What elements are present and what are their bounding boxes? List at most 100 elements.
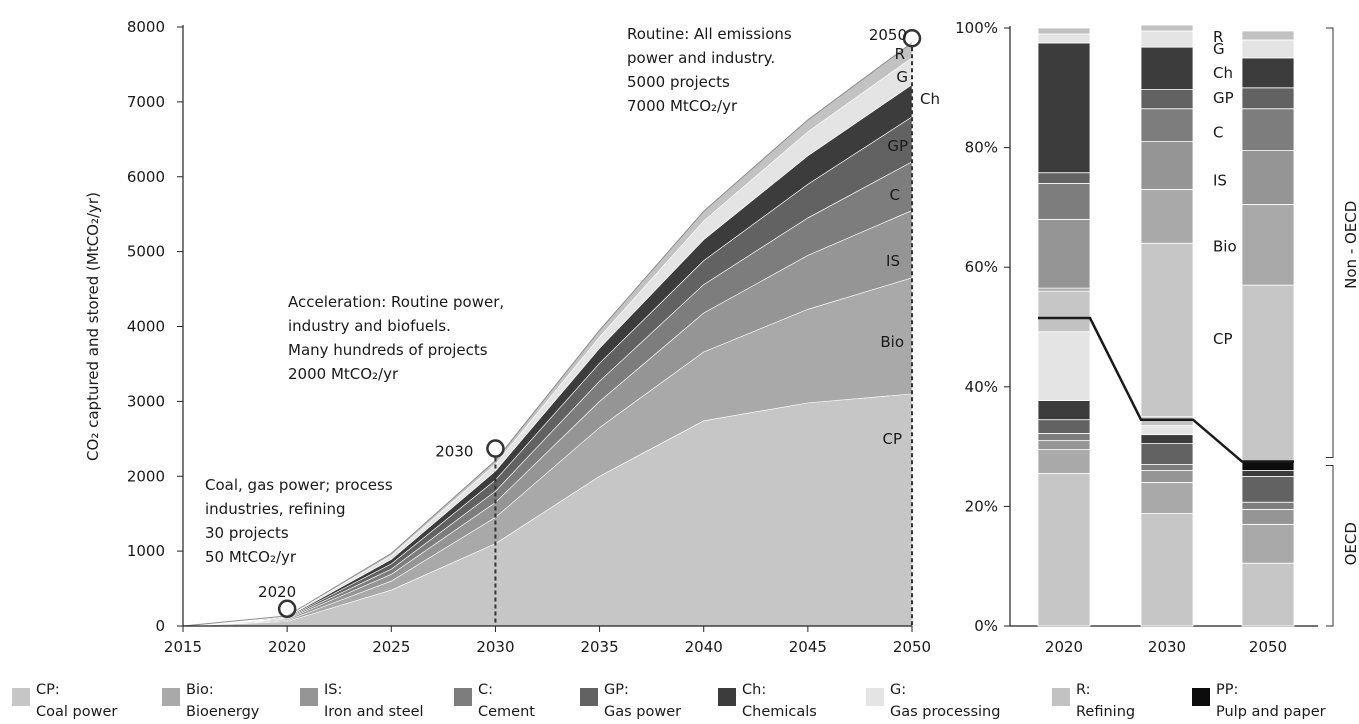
bar-segment-g [1140, 425, 1194, 436]
legend-code: C: [478, 682, 493, 698]
bar-segment-g [1241, 39, 1295, 59]
area-x-tick-label: 2035 [580, 638, 618, 656]
milestone-marker [277, 599, 297, 619]
legend-name: Chemicals [742, 704, 817, 720]
milestone-annotation-line: industries, refining [205, 500, 346, 518]
legend-code: CP: [36, 682, 60, 698]
milestone-annotation-line: 5000 projects [627, 73, 730, 91]
bar-segment-r [1037, 27, 1091, 35]
legend-code: G: [890, 682, 906, 698]
area-series-label: C [890, 186, 900, 204]
legend-swatch [1052, 688, 1070, 706]
milestone-year-label: 2020 [258, 583, 296, 601]
bar-segment-r [1241, 30, 1295, 41]
legend-name: Iron and steel [324, 704, 424, 720]
area-series-label: GP [887, 137, 908, 155]
milestone-annotation-line: 50 MtCO₂/yr [205, 548, 297, 566]
bar-segment-label: G [1213, 40, 1225, 58]
legend-swatch [300, 688, 318, 706]
legend-code: IS: [324, 682, 342, 698]
bar-segment-ch [1140, 434, 1194, 445]
legend-swatch [162, 688, 180, 706]
area-series-label: Bio [880, 333, 904, 351]
legend-name: Refining [1076, 704, 1135, 720]
bar-segment-label: GP [1213, 89, 1234, 107]
area-x-tick-label: 2015 [164, 638, 202, 656]
area-total-outline [182, 42, 913, 627]
bar-segment-pp [1241, 461, 1295, 471]
milestone-annotation-line: Many hundreds of projects [288, 341, 488, 359]
bar-segment-bio [1140, 482, 1194, 514]
legend-item: Bio: Bioenergy [162, 682, 260, 720]
bar-segment-cp [1241, 284, 1295, 462]
legend-swatch [718, 688, 736, 706]
legend-item: Ch: Chemicals [718, 682, 817, 720]
bar-segment-r [1037, 317, 1091, 333]
legend-name: Gas processing [890, 704, 1000, 720]
area-y-tick-label: 0 [155, 617, 165, 635]
bar-y-tick-label: 60% [965, 258, 998, 276]
bar-segment-is [1140, 141, 1194, 190]
milestone-year-label: 2030 [435, 443, 473, 461]
milestone-annotation: Coal, gas power; process industries, refi… [205, 476, 393, 566]
bar-segment-cp [1037, 290, 1091, 319]
legend-item: GP: Gas power [580, 682, 681, 720]
legend-swatch [1192, 688, 1210, 706]
area-y-tick-label: 3000 [127, 392, 165, 410]
bar-segment-label: IS [1213, 171, 1227, 189]
legend-item: PP: Pulp and paper [1192, 682, 1326, 720]
bar-y-tick-label: 0% [974, 617, 998, 635]
bar-segment-label: Ch [1213, 64, 1233, 82]
bar-segment-gp [1140, 443, 1194, 465]
legend-item: G: Gas processing [866, 682, 1000, 720]
bar-segment-is [1037, 440, 1091, 450]
legend: CP: Coal power Bio: Bioenergy IS: Iron and st… [12, 682, 1326, 720]
bar-x-tick-label: 2050 [1249, 638, 1287, 656]
bar-x-tick-label: 2020 [1045, 638, 1083, 656]
bar-segment-gp [1241, 476, 1295, 503]
non-oecd-label: Non - OECD [1342, 201, 1359, 289]
bar-segment-label: C [1213, 124, 1223, 142]
bar-segment-g [1037, 33, 1091, 44]
bar-segment-c [1037, 183, 1091, 220]
bar-segment-ch [1241, 470, 1295, 477]
bar-segment-bio [1241, 204, 1295, 286]
milestone-annotation-line: Acceleration: Routine power, [288, 293, 504, 311]
bar-segment-cp [1037, 473, 1091, 627]
bar-y-tick-label: 100% [955, 19, 998, 37]
legend-code: Ch: [742, 682, 766, 698]
bar-y-tick-label: 20% [965, 497, 998, 515]
legend-item: R: Refining [1052, 682, 1135, 720]
milestone-annotation-line: 2000 MtCO₂/yr [288, 365, 399, 383]
bar-segment-ch [1241, 57, 1295, 89]
legend-item: C: Cement [454, 682, 535, 720]
area-x-tick-label: 2025 [372, 638, 410, 656]
bar-segment-gp [1140, 89, 1194, 110]
area-x-tick-label: 2040 [685, 638, 723, 656]
area-y-tick-label: 7000 [127, 93, 165, 111]
bar-segment-label: CP [1213, 330, 1233, 348]
bar-segment-is [1140, 470, 1194, 483]
bar-segment-gp [1037, 172, 1091, 184]
area-y-tick-label: 6000 [127, 168, 165, 186]
bar-segment-gp [1241, 87, 1295, 110]
bar-segment-bio [1037, 287, 1091, 292]
area-y-tick-label: 8000 [127, 18, 165, 36]
bar-segment-bio [1241, 523, 1295, 564]
bar-segment-c [1140, 464, 1194, 471]
legend-code: GP: [604, 682, 629, 698]
milestone-annotation: Routine: All emissions power and industry… [627, 25, 792, 115]
bar-segment-r [1140, 416, 1194, 427]
legend-swatch [866, 688, 884, 706]
bar-segment-g [1140, 30, 1194, 48]
bar-segment-is [1241, 150, 1295, 205]
non-oecd-bracket [1326, 27, 1334, 459]
milestone-annotation-line: 30 projects [205, 524, 289, 542]
legend-swatch [580, 688, 598, 706]
bar-segment-cp [1140, 513, 1194, 627]
bar-segment-ch [1140, 46, 1194, 90]
milestone-year-label: 2050 [869, 26, 907, 44]
bar-segment-ch [1037, 400, 1091, 421]
milestone-annotation-line: Routine: All emissions [627, 25, 792, 43]
bar-chart: 0% 20% 40% 60% 80% 100% 2020 2030 2050 RG Ch GP C IS B… [955, 19, 1359, 656]
